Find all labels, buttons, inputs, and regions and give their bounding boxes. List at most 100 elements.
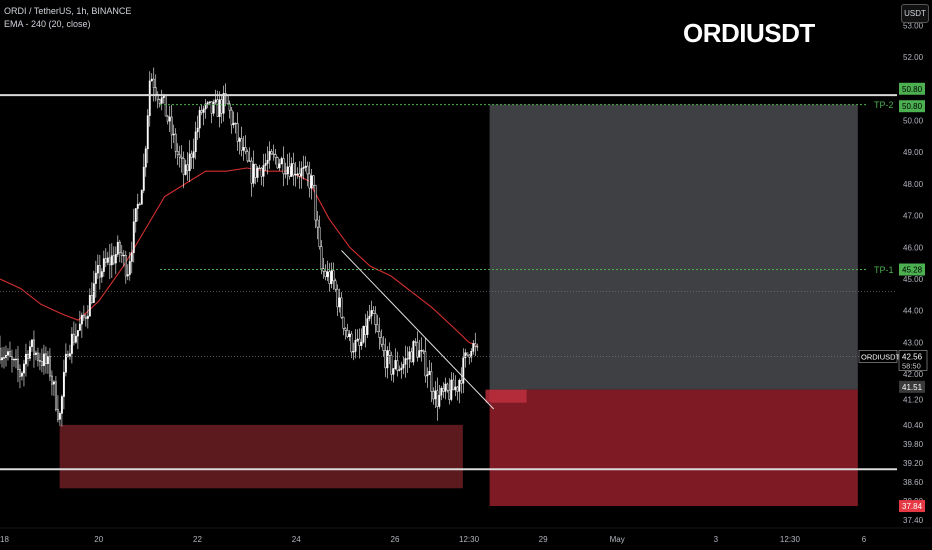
candle-body	[94, 272, 97, 284]
tp2-level-price-bg	[899, 82, 925, 95]
candle-body	[324, 271, 327, 278]
candle-body	[270, 151, 273, 155]
x-tick-label: 12:30	[780, 535, 801, 544]
candle-body	[360, 341, 363, 346]
current-symbol-box	[858, 350, 898, 363]
candle-body	[432, 391, 435, 400]
candle-body	[416, 341, 419, 358]
candle-body	[150, 78, 153, 82]
candle-body	[320, 246, 323, 269]
y-tick-label: 47.00	[903, 212, 924, 221]
candle-body	[332, 270, 335, 282]
candle-body	[220, 99, 223, 114]
candle-body	[214, 99, 217, 103]
candle-body	[338, 297, 341, 308]
candle-body	[456, 386, 459, 392]
candle-body	[354, 340, 357, 352]
symbol-line: ORDI / TetherUS, 1h, BINANCE	[4, 6, 132, 16]
candle-body	[304, 165, 307, 168]
candle-body	[272, 153, 275, 155]
candle-body	[378, 331, 381, 338]
candle-body	[218, 99, 221, 117]
candle-body	[326, 271, 329, 278]
candle-body	[308, 173, 311, 189]
candle-body	[246, 151, 249, 162]
candle-body	[240, 138, 243, 151]
candle-body	[164, 94, 167, 117]
tp-label-tp-2: TP-2	[874, 100, 894, 110]
candle-body	[412, 341, 415, 363]
candle-body	[42, 353, 45, 366]
candle-body	[134, 208, 137, 223]
candle-body	[212, 101, 215, 114]
candle-body	[3, 357, 5, 359]
candle-body	[70, 333, 73, 354]
candle-body	[256, 167, 259, 178]
candle-body	[452, 379, 455, 391]
candle-body	[460, 379, 463, 384]
x-tick-label: 6	[862, 535, 867, 544]
current-price: 42.56	[902, 352, 923, 361]
candle-body	[108, 257, 111, 266]
candle-body	[116, 241, 119, 255]
candle-body	[186, 164, 189, 171]
currency-button[interactable]: USDT	[901, 4, 929, 23]
candle-body	[128, 261, 131, 275]
candle-body	[266, 159, 269, 164]
candle-body	[310, 175, 313, 189]
candle-body	[120, 252, 123, 257]
candle-body	[390, 355, 393, 375]
candle-body	[382, 343, 385, 351]
candle-body	[100, 271, 103, 278]
x-axis[interactable]: 18 20 22 24 26 12:30 29 May 3 12:30 6	[0, 527, 932, 544]
candle-body	[112, 255, 115, 264]
candle-body	[76, 330, 79, 337]
candle-body	[202, 108, 205, 113]
candle-body	[368, 315, 371, 319]
candle-body	[168, 116, 171, 122]
candle-body	[264, 163, 267, 166]
candle-body	[230, 109, 233, 126]
candle-body	[92, 283, 95, 303]
candle-body	[148, 80, 151, 116]
candle-body	[64, 353, 67, 373]
current-price-box	[898, 350, 928, 371]
candle-body	[210, 101, 213, 114]
candle-body	[152, 78, 155, 88]
x-tick-label: 22	[193, 535, 202, 544]
candle-body	[136, 203, 139, 209]
candle-body	[206, 102, 209, 105]
candle-body	[114, 254, 117, 264]
candle-body	[130, 252, 133, 262]
candle-body	[302, 167, 305, 169]
candle-body	[144, 148, 147, 168]
candle-body	[90, 295, 93, 303]
tp-label-tp-1: TP-1	[874, 265, 894, 275]
candle-body	[146, 115, 149, 150]
candle-body	[52, 381, 55, 385]
candle-body	[448, 389, 451, 400]
candle-body	[418, 350, 421, 358]
candle-body	[238, 138, 241, 142]
current-symbol: ORDIUSDT	[861, 352, 901, 361]
candle-body	[288, 166, 291, 177]
candle-body	[322, 268, 325, 272]
candle-body	[404, 358, 407, 365]
candle-body	[316, 219, 319, 228]
indicator-line[interactable]: EMA - 240 (20, close)	[4, 19, 91, 29]
candle-body	[208, 101, 211, 103]
candle-body	[376, 324, 379, 332]
candle-body	[160, 97, 163, 104]
candle-body	[380, 337, 383, 345]
entry-price-bg	[899, 380, 925, 393]
candle-body	[446, 383, 449, 391]
candle-body	[204, 103, 207, 110]
candle-body	[258, 167, 261, 170]
tp1-price-bg	[899, 263, 925, 276]
candle-body	[19, 368, 21, 377]
candle-body	[62, 372, 65, 397]
candle-body	[252, 163, 255, 184]
y-tick-label: 44.00	[903, 307, 924, 316]
